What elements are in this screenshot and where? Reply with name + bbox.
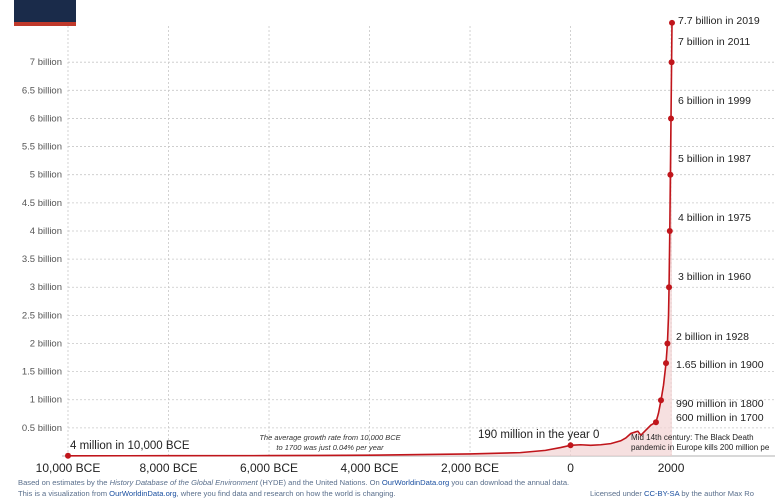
black-death-note-line2: pandemic in Europe kills 200 million pe	[631, 443, 770, 452]
owid-logo	[14, 0, 76, 26]
footer-text: , where you find data and research on ho…	[176, 489, 396, 498]
x-tick-label: 6,000 BCE	[240, 461, 298, 475]
footer-text: you can download the annual data.	[449, 478, 570, 487]
point-annotation: 7.7 billion in 2019	[678, 15, 760, 27]
hyde-name: History Database of the Global Environme…	[109, 478, 258, 487]
data-point-marker	[663, 360, 670, 367]
black-death-note-line1: Mid 14th century: The Black Death	[631, 433, 754, 442]
license-text: Licensed under CC-BY-SA by the author Ma…	[590, 489, 754, 498]
x-tick-label: 0	[567, 461, 574, 475]
license-link[interactable]: CC-BY-SA	[644, 489, 680, 498]
point-annotations: 7.7 billion in 2019 7 billion in 2011 6 bi…	[70, 15, 764, 452]
data-point-marker	[664, 340, 671, 347]
point-annotation: 190 million in the year 0	[478, 429, 599, 441]
data-point-marker	[669, 19, 675, 26]
point-annotation: 4 billion in 1975	[678, 212, 751, 224]
point-annotation: 6 billion in 1999	[678, 95, 751, 107]
y-tick-label: 4.5 billion	[22, 198, 62, 209]
x-tick-label: 4,000 BCE	[340, 461, 398, 475]
y-tick-label: 2.5 billion	[22, 310, 62, 321]
population-area	[68, 22, 672, 457]
license-suffix: by the author Max Ro	[679, 489, 754, 498]
growth-note-line2: to 1700 was just 0.04% per year	[276, 443, 384, 452]
y-tick-label: 5 billion	[30, 170, 62, 181]
point-annotation: 990 million in 1800	[676, 398, 764, 410]
y-tick-label: 7 billion	[30, 57, 62, 68]
y-tick-labels: 0.5 billion 1 billion 1.5 billion 2 billion…	[22, 57, 62, 434]
y-tick-label: 5.5 billion	[22, 142, 62, 153]
owid-link[interactable]: OurWorldinData.org	[381, 478, 450, 487]
data-point-marker	[667, 171, 674, 178]
y-tick-label: 6 billion	[30, 113, 62, 124]
x-tick-label: 8,000 BCE	[139, 461, 197, 475]
point-annotation: 7 billion in 2011	[678, 36, 750, 48]
license-prefix: Licensed under	[590, 489, 645, 498]
y-tick-label: 1.5 billion	[22, 367, 62, 378]
owid-link[interactable]: OurWorldinData.org	[109, 489, 177, 498]
y-tick-label: 0.5 billion	[22, 423, 62, 434]
x-tick-label: 2000	[658, 461, 685, 475]
point-annotation: 2 billion in 1928	[676, 331, 749, 343]
growth-note-line1: The average growth rate from 10,000 BCE	[259, 433, 401, 442]
data-point-marker	[668, 59, 675, 66]
footer-text: This is a visualization from	[18, 489, 110, 498]
x-tick-labels: 10,000 BCE 8,000 BCE 6,000 BCE 4,000 BCE 2,0…	[36, 461, 685, 475]
y-tick-label: 2 billion	[30, 338, 62, 349]
point-annotation: 4 million in 10,000 BCE	[70, 440, 190, 452]
data-point-marker	[666, 227, 673, 234]
footer-text: (HYDE) and the United Nations. On	[257, 478, 382, 487]
y-tick-label: 3 billion	[30, 282, 62, 293]
footer-about: This is a visualization from OurWorldinD…	[18, 489, 396, 498]
data-point-marker	[652, 419, 659, 426]
population-markers	[65, 19, 675, 459]
y-tick-label: 6.5 billion	[22, 85, 62, 96]
x-tick-label: 10,000 BCE	[36, 461, 101, 475]
y-tick-label: 1 billion	[30, 395, 62, 406]
data-point-marker	[65, 452, 71, 459]
footer-text: Based on estimates by the	[18, 478, 110, 487]
y-tick-label: 4 billion	[30, 226, 62, 237]
data-point-marker	[666, 284, 673, 291]
point-annotation: 5 billion in 1987	[678, 153, 751, 165]
population-line	[67, 22, 673, 457]
x-tick-label: 2,000 BCE	[441, 461, 499, 475]
point-annotation: 600 million in 1700	[676, 412, 764, 424]
data-point-marker	[667, 115, 674, 122]
y-tick-label: 3.5 billion	[22, 254, 62, 265]
data-point-marker	[567, 442, 574, 449]
data-point-marker	[657, 397, 664, 404]
point-annotation: 1.65 billion in 1900	[676, 359, 764, 371]
y-gridlines	[68, 61, 775, 429]
point-annotation: 3 billion in 1960	[678, 271, 751, 283]
footer-source: Based on estimates by the History Databa…	[18, 478, 569, 487]
